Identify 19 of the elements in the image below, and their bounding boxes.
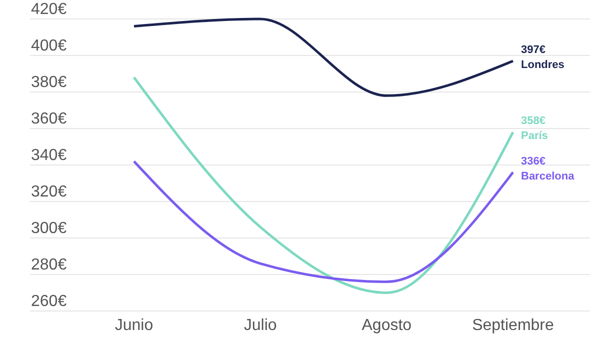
y-tick-label: 300€ <box>31 220 67 237</box>
series-label: París <box>521 130 548 142</box>
data-label: 358€ <box>521 115 546 128</box>
y-tick-label: 420€ <box>31 1 67 18</box>
y-tick-label: 380€ <box>31 74 67 91</box>
x-tick-label: Junio <box>114 317 154 334</box>
series-label: Londres <box>521 58 564 71</box>
x-tick-label: Julio <box>244 317 277 334</box>
x-tick-label: Agosto <box>362 317 412 334</box>
series-label: Barcelona <box>521 170 576 182</box>
x-tick-label: Septiembre <box>472 317 554 334</box>
y-tick-label: 280€ <box>31 256 67 274</box>
y-tick-label: 360€ <box>31 110 67 128</box>
data-label: 336€ <box>521 155 546 168</box>
y-tick-label: 400€ <box>31 38 67 54</box>
y-tick-label: 340€ <box>31 147 67 164</box>
y-tick-label: 260€ <box>31 293 67 310</box>
data-label: 397€ <box>521 44 546 56</box>
y-tick-label: 320€ <box>31 184 67 200</box>
